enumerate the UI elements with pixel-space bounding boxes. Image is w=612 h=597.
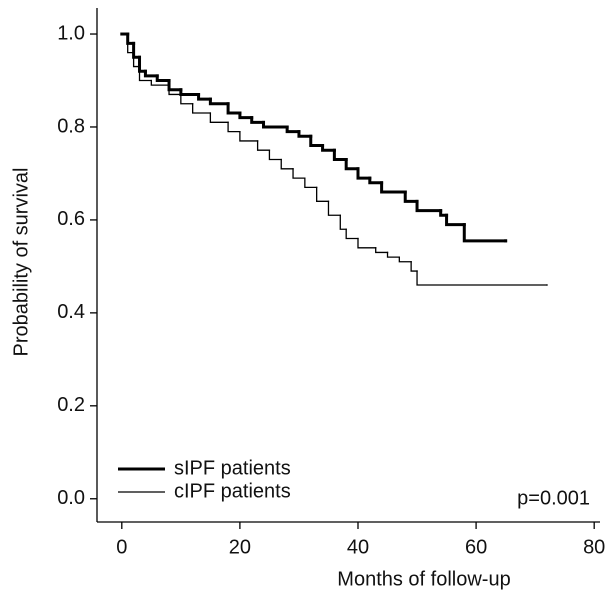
survival-step (403, 190, 419, 203)
survival-step (239, 130, 259, 142)
survival-step (321, 144, 336, 152)
survival-step (138, 55, 147, 73)
x-tick-label: 60 (465, 536, 487, 558)
y-axis-label: Probability of survival (10, 168, 32, 357)
y-tick-label: 0.2 (57, 394, 85, 416)
survival-step (445, 213, 466, 227)
survival-step (297, 130, 313, 138)
survival-step (208, 97, 230, 106)
survival-step (132, 41, 142, 59)
y-tick-label: 0.0 (57, 487, 85, 509)
survival-step (138, 65, 152, 82)
survival-step (345, 228, 359, 240)
survival-step (238, 111, 254, 120)
survival-step (380, 181, 407, 194)
y-tick-label: 0.6 (57, 208, 85, 230)
survival-step (250, 116, 266, 124)
y-tick-label: 1.0 (57, 22, 85, 44)
survival-step (192, 103, 212, 114)
annotation: p=0.001 (517, 487, 590, 509)
survival-step (386, 251, 400, 258)
survival-step (368, 176, 384, 185)
survival-step (262, 120, 289, 129)
survival-step (143, 69, 159, 78)
survival-step (462, 223, 508, 243)
survival-step (344, 158, 360, 171)
x-tick-label: 80 (583, 536, 605, 558)
survival-step (167, 78, 183, 92)
y-tick-label: 0.8 (57, 115, 85, 137)
survival-step (155, 74, 171, 82)
survival-step (292, 168, 306, 179)
survival-step (197, 92, 212, 101)
survival-step (304, 177, 318, 189)
x-tick-label: 0 (116, 536, 127, 558)
survival-step (375, 247, 389, 254)
survival-step (398, 256, 412, 263)
survival-step (256, 140, 271, 151)
survival-step (316, 186, 330, 202)
legend-label: sIPF patients (174, 457, 291, 479)
survival-step (327, 200, 341, 216)
survival-step (127, 33, 135, 54)
x-tick-label: 40 (347, 536, 369, 558)
x-tick-label: 20 (229, 536, 251, 558)
survival-step (309, 134, 325, 148)
legend-label: cIPF patients (174, 480, 291, 502)
survival-step (132, 51, 141, 68)
y-tick-label: 0.4 (57, 301, 85, 323)
survival-step (410, 261, 418, 272)
survival-step (439, 209, 449, 217)
survival-step (179, 88, 201, 96)
survival-step (339, 214, 347, 230)
survival-step (226, 102, 242, 115)
survival-step (415, 199, 443, 213)
survival-step (150, 79, 170, 86)
survival-step (180, 93, 194, 105)
survival-step (357, 237, 377, 249)
survival-step (416, 270, 548, 286)
x-axis-label: Months of follow-up (337, 568, 510, 590)
survival-step (168, 84, 182, 96)
survival-step (332, 148, 348, 162)
survival-step (285, 125, 301, 134)
survival-step (268, 149, 282, 161)
survival-step (280, 158, 294, 170)
survival-step (209, 112, 229, 123)
survival-step (227, 121, 241, 133)
survival-step (356, 167, 372, 180)
